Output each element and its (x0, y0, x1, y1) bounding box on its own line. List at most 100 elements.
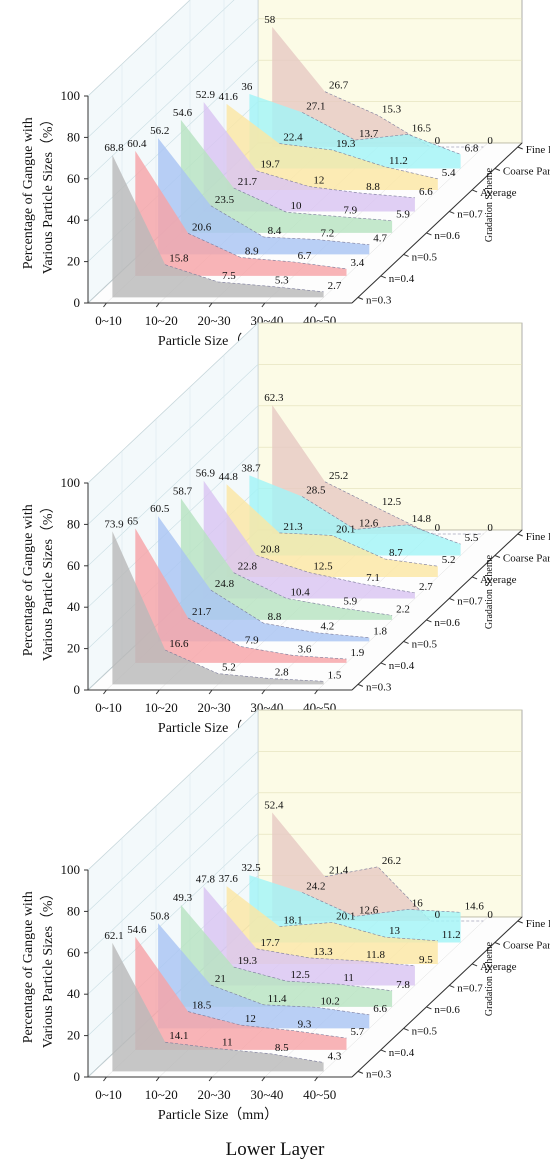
data-label: 73.9 (104, 518, 124, 530)
grid-line (87, 0, 235, 138)
x-tick (103, 1076, 107, 1082)
data-label: 52.4 (264, 800, 284, 812)
data-label: 60.4 (127, 138, 147, 150)
data-label: 5.9 (343, 596, 357, 608)
data-label: 4.2 (320, 621, 334, 633)
series-line-4 (233, 966, 393, 992)
data-label: 7.9 (245, 635, 259, 647)
data-label: 6.8 (465, 142, 479, 154)
data-label: 0 (435, 909, 441, 921)
data-label: 0 (435, 522, 441, 534)
series-ribbon-2 (135, 528, 347, 663)
data-label: 58 (264, 14, 276, 26)
x-tick (314, 1076, 319, 1082)
z-tick (517, 146, 523, 150)
data-label: 36 (241, 81, 253, 93)
series-label: Average (480, 574, 517, 586)
data-label: 5.4 (442, 167, 456, 179)
series-line-5 (256, 170, 415, 199)
y-tick-label: 40 (67, 986, 80, 1001)
data-label: 13.7 (359, 128, 379, 140)
series-label: Fine Particle Size (526, 918, 550, 930)
data-label: 19.7 (261, 159, 281, 171)
chart-panel-1: 58 26.7 15.3 0 0 36 27.1 13.7 16.5 6.8 41.6 22.4 19.… (21, 0, 550, 386)
z-axis-title: Gradation Scheme (484, 941, 495, 1016)
data-label: 0 (487, 135, 493, 147)
series-label: n=0.4 (389, 273, 415, 285)
x-tick (103, 689, 107, 695)
data-label: 21 (215, 973, 226, 985)
data-label: 32.5 (241, 862, 261, 874)
data-label: 27.1 (306, 100, 325, 112)
series-label: n=0.4 (389, 660, 415, 672)
data-label: 17.7 (261, 937, 281, 949)
z-tick (357, 683, 364, 687)
data-label: 10 (291, 200, 303, 212)
x-tick-label: 0~10 (95, 313, 122, 328)
data-label: 44.8 (219, 471, 239, 483)
data-label: 24.2 (306, 880, 325, 892)
data-label: 68.8 (104, 142, 124, 154)
x-tick (208, 302, 213, 308)
data-label: 11.2 (442, 929, 461, 941)
series-label: Average (480, 187, 517, 199)
data-label: 11.8 (366, 949, 385, 961)
z-axis (351, 916, 523, 1078)
data-label: 3.4 (350, 257, 364, 269)
data-label: 28.5 (306, 484, 326, 496)
series-ribbon-6 (226, 484, 438, 577)
grid-line (87, 751, 259, 912)
series-label: n=0.3 (366, 1068, 392, 1080)
z-tick (449, 597, 455, 601)
data-label: 11 (343, 972, 354, 984)
x-tick-label: 0~10 (95, 1087, 122, 1102)
grid-line (87, 709, 259, 871)
data-label: 7.8 (396, 979, 410, 991)
series-ribbon-1 (112, 155, 324, 298)
data-label: 41.6 (219, 91, 239, 103)
data-label: 1.9 (350, 647, 364, 659)
data-label: 6.6 (373, 1003, 387, 1015)
x-tick-label: 10~20 (145, 313, 178, 328)
data-label: 18.5 (192, 1000, 212, 1012)
x-tick (155, 302, 160, 308)
z-axis (351, 142, 523, 304)
data-label: 50.8 (150, 910, 170, 922)
y-tick-label: 0 (74, 295, 81, 310)
data-label: 7.2 (320, 228, 334, 240)
y-tick-label: 60 (67, 171, 80, 186)
data-label: 21.7 (192, 606, 212, 618)
data-label: 9.5 (419, 954, 433, 966)
data-label: 21.7 (238, 176, 258, 188)
series-label: n=0.3 (366, 294, 392, 306)
data-label: 26.2 (382, 855, 401, 867)
x-tick-label: 40~50 (303, 1087, 336, 1102)
z-tick (494, 942, 501, 945)
data-label: 60.5 (150, 503, 170, 515)
series-label: n=0.6 (434, 617, 460, 629)
data-label: 10.2 (320, 995, 339, 1007)
series-line-7 (302, 892, 461, 917)
z-tick (471, 963, 478, 967)
data-label: 22.8 (238, 561, 258, 573)
z-tick (403, 253, 409, 257)
series-line-8 (324, 91, 484, 148)
data-label: 25.2 (329, 470, 348, 482)
series-label: n=0.6 (434, 1004, 460, 1016)
series-line-1 (165, 649, 324, 682)
data-label: 21.4 (329, 865, 349, 877)
series-label: Coarse Particle Size (503, 939, 550, 951)
chart-panel-3: 52.4 21.4 26.2 0 0 32.5 24.2 12.6 16 14.6 37.6 18.1… (21, 709, 550, 1159)
data-label: 12.5 (313, 561, 333, 573)
series-line-6 (279, 143, 438, 180)
data-label: 19.3 (238, 955, 258, 967)
data-label: 5.2 (222, 662, 236, 674)
series-line-3 (210, 205, 370, 245)
data-label: 5.9 (396, 209, 410, 221)
data-label: 12.6 (359, 904, 379, 916)
x-tick (208, 689, 213, 695)
data-label: 52.9 (196, 89, 216, 101)
z-axis-title: Gradation Scheme (484, 554, 495, 629)
y-tick-label: 100 (61, 88, 81, 103)
